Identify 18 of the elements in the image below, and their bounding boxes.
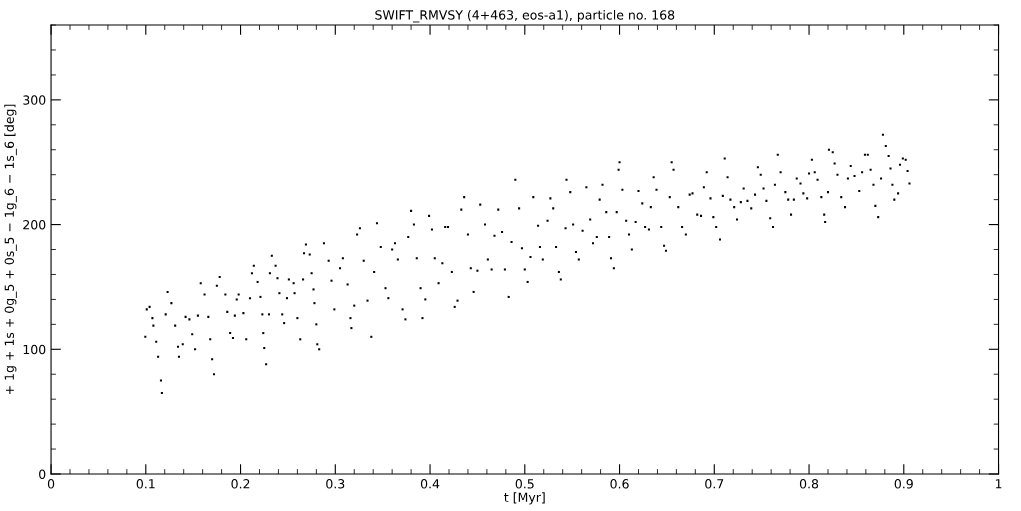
x-tick-label: 0.5 <box>515 479 534 489</box>
y-tick-label: 100 <box>23 344 46 355</box>
x-tick-label: 0 <box>47 479 55 489</box>
y-axis-title: + 1g + 1s + 0g_5 + 0s_5 − 1g_6 − 1s_6 [deg] <box>4 104 17 395</box>
x-tick-label: 0.6 <box>610 479 629 489</box>
x-tick-label: 0.9 <box>894 479 913 489</box>
y-tick-label: 200 <box>23 220 46 230</box>
x-tick-label: 0.7 <box>705 479 724 489</box>
x-tick-label: 0.1 <box>136 479 155 489</box>
y-tick-label: 0 <box>39 469 46 479</box>
x-tick-label: 0.3 <box>326 479 345 489</box>
x-tick-label: 0.2 <box>231 479 250 489</box>
x-tick-label: 1 <box>995 479 1002 489</box>
x-tick-label: 0.4 <box>420 479 440 489</box>
x-tick-label: 0.8 <box>799 479 819 489</box>
y-tick-label: 300 <box>23 95 46 105</box>
x-axis-title: t [Myr] <box>504 492 545 505</box>
chart-title: SWIFT_RMVSY (4+463, eos-a1), particle no. 168 <box>375 9 675 23</box>
